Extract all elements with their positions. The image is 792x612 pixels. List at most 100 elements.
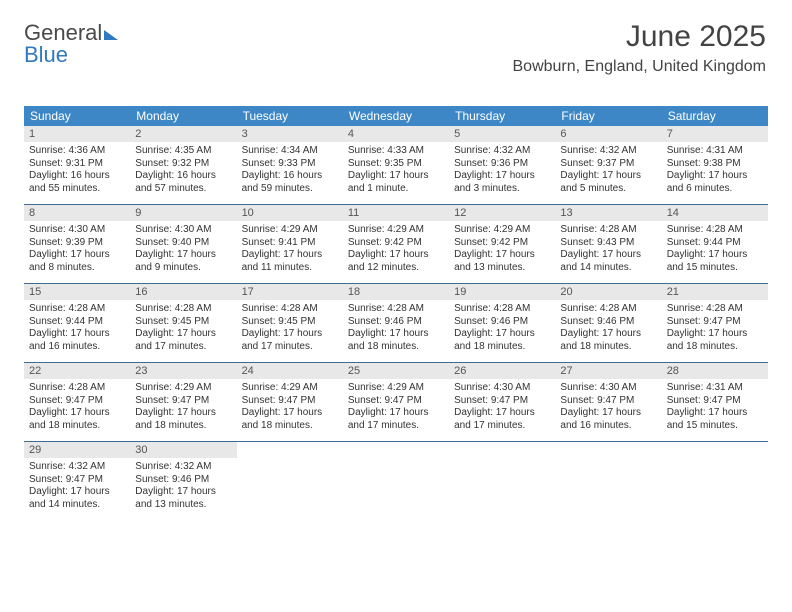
day-number: 6 bbox=[555, 126, 661, 142]
month-title: June 2025 bbox=[513, 20, 767, 54]
day-number: 8 bbox=[24, 205, 130, 221]
day-body: Sunrise: 4:34 AMSunset: 9:33 PMDaylight:… bbox=[240, 145, 340, 195]
day-cell: 12 Sunrise: 4:29 AMSunset: 9:42 PMDayligh… bbox=[449, 205, 555, 283]
day-number: 23 bbox=[130, 363, 236, 379]
day-cell: .. bbox=[449, 442, 555, 520]
title-block: June 2025 Bowburn, England, United Kingd… bbox=[513, 20, 767, 76]
dow-cell: Friday bbox=[555, 106, 661, 126]
day-cell: 23 Sunrise: 4:29 AMSunset: 9:47 PMDayligh… bbox=[130, 363, 236, 441]
day-number: 21 bbox=[662, 284, 768, 300]
day-number: 10 bbox=[237, 205, 343, 221]
day-cell: 4 Sunrise: 4:33 AMSunset: 9:35 PMDaylight… bbox=[343, 126, 449, 204]
day-body: Sunrise: 4:30 AMSunset: 9:47 PMDaylight:… bbox=[558, 382, 658, 432]
day-number: 28 bbox=[662, 363, 768, 379]
day-number: 9 bbox=[130, 205, 236, 221]
day-body: Sunrise: 4:30 AMSunset: 9:39 PMDaylight:… bbox=[27, 224, 127, 274]
day-number: 7 bbox=[662, 126, 768, 142]
day-number: 2 bbox=[130, 126, 236, 142]
day-body: Sunrise: 4:29 AMSunset: 9:42 PMDaylight:… bbox=[346, 224, 446, 274]
day-cell: 15 Sunrise: 4:28 AMSunset: 9:44 PMDayligh… bbox=[24, 284, 130, 362]
day-body: Sunrise: 4:28 AMSunset: 9:47 PMDaylight:… bbox=[665, 303, 765, 353]
day-number: 24 bbox=[237, 363, 343, 379]
day-body: Sunrise: 4:31 AMSunset: 9:47 PMDaylight:… bbox=[665, 382, 765, 432]
day-body: Sunrise: 4:28 AMSunset: 9:46 PMDaylight:… bbox=[346, 303, 446, 353]
day-body: Sunrise: 4:28 AMSunset: 9:46 PMDaylight:… bbox=[558, 303, 658, 353]
dow-cell: Saturday bbox=[662, 106, 768, 126]
day-cell: 8 Sunrise: 4:30 AMSunset: 9:39 PMDaylight… bbox=[24, 205, 130, 283]
day-cell: 17 Sunrise: 4:28 AMSunset: 9:45 PMDayligh… bbox=[237, 284, 343, 362]
day-cell: .. bbox=[555, 442, 661, 520]
day-number: 13 bbox=[555, 205, 661, 221]
day-cell: 16 Sunrise: 4:28 AMSunset: 9:45 PMDayligh… bbox=[130, 284, 236, 362]
day-number: 3 bbox=[237, 126, 343, 142]
day-body: Sunrise: 4:29 AMSunset: 9:41 PMDaylight:… bbox=[240, 224, 340, 274]
day-cell: 28 Sunrise: 4:31 AMSunset: 9:47 PMDayligh… bbox=[662, 363, 768, 441]
day-cell: 30 Sunrise: 4:32 AMSunset: 9:46 PMDayligh… bbox=[130, 442, 236, 520]
day-cell: 11 Sunrise: 4:29 AMSunset: 9:42 PMDayligh… bbox=[343, 205, 449, 283]
week-row: 29 Sunrise: 4:32 AMSunset: 9:47 PMDayligh… bbox=[24, 442, 768, 520]
day-number: 4 bbox=[343, 126, 449, 142]
day-number: 18 bbox=[343, 284, 449, 300]
day-body: Sunrise: 4:29 AMSunset: 9:47 PMDaylight:… bbox=[133, 382, 233, 432]
day-body: Sunrise: 4:32 AMSunset: 9:36 PMDaylight:… bbox=[452, 145, 552, 195]
day-number: 29 bbox=[24, 442, 130, 458]
day-cell: 27Sunrise: 4:30 AMSunset: 9:47 PMDayligh… bbox=[555, 363, 661, 441]
day-cell: 21 Sunrise: 4:28 AMSunset: 9:47 PMDayligh… bbox=[662, 284, 768, 362]
day-number: 22 bbox=[24, 363, 130, 379]
day-cell: 6 Sunrise: 4:32 AMSunset: 9:37 PMDaylight… bbox=[555, 126, 661, 204]
logo-triangle-icon bbox=[104, 30, 118, 40]
dow-cell: Wednesday bbox=[343, 106, 449, 126]
day-number: 15 bbox=[24, 284, 130, 300]
week-row: 8 Sunrise: 4:30 AMSunset: 9:39 PMDaylight… bbox=[24, 205, 768, 284]
day-number: 19 bbox=[449, 284, 555, 300]
day-body: Sunrise: 4:32 AMSunset: 9:46 PMDaylight:… bbox=[133, 461, 233, 511]
day-cell: 10 Sunrise: 4:29 AMSunset: 9:41 PMDayligh… bbox=[237, 205, 343, 283]
day-cell: .. bbox=[662, 442, 768, 520]
week-row: 15 Sunrise: 4:28 AMSunset: 9:44 PMDayligh… bbox=[24, 284, 768, 363]
day-cell: 3 Sunrise: 4:34 AMSunset: 9:33 PMDaylight… bbox=[237, 126, 343, 204]
day-body: Sunrise: 4:33 AMSunset: 9:35 PMDaylight:… bbox=[346, 145, 446, 195]
day-cell: 24 Sunrise: 4:29 AMSunset: 9:47 PMDayligh… bbox=[237, 363, 343, 441]
day-cell: 29 Sunrise: 4:32 AMSunset: 9:47 PMDayligh… bbox=[24, 442, 130, 520]
day-number: 16 bbox=[130, 284, 236, 300]
day-cell: .. bbox=[237, 442, 343, 520]
dow-cell: Sunday bbox=[24, 106, 130, 126]
week-row: 1Sunrise: 4:36 AMSunset: 9:31 PMDaylight… bbox=[24, 126, 768, 205]
dow-cell: Thursday bbox=[449, 106, 555, 126]
day-number: 14 bbox=[662, 205, 768, 221]
day-cell: 26 Sunrise: 4:30 AMSunset: 9:47 PMDayligh… bbox=[449, 363, 555, 441]
week-row: 22Sunrise: 4:28 AMSunset: 9:47 PMDayligh… bbox=[24, 363, 768, 442]
day-number: 12 bbox=[449, 205, 555, 221]
day-number: 17 bbox=[237, 284, 343, 300]
location-subtitle: Bowburn, England, United Kingdom bbox=[513, 58, 767, 76]
day-body: Sunrise: 4:28 AMSunset: 9:43 PMDaylight:… bbox=[558, 224, 658, 274]
day-cell: 20Sunrise: 4:28 AMSunset: 9:46 PMDayligh… bbox=[555, 284, 661, 362]
day-body: Sunrise: 4:28 AMSunset: 9:45 PMDaylight:… bbox=[240, 303, 340, 353]
day-number: 30 bbox=[130, 442, 236, 458]
day-body: Sunrise: 4:32 AMSunset: 9:37 PMDaylight:… bbox=[558, 145, 658, 195]
day-body: Sunrise: 4:28 AMSunset: 9:44 PMDaylight:… bbox=[27, 303, 127, 353]
day-body: Sunrise: 4:29 AMSunset: 9:47 PMDaylight:… bbox=[240, 382, 340, 432]
day-cell: 5Sunrise: 4:32 AMSunset: 9:36 PMDaylight… bbox=[449, 126, 555, 204]
dow-cell: Tuesday bbox=[237, 106, 343, 126]
day-cell: 2 Sunrise: 4:35 AMSunset: 9:32 PMDaylight… bbox=[130, 126, 236, 204]
day-number: 11 bbox=[343, 205, 449, 221]
day-body: Sunrise: 4:32 AMSunset: 9:47 PMDaylight:… bbox=[27, 461, 127, 511]
day-cell: 1Sunrise: 4:36 AMSunset: 9:31 PMDaylight… bbox=[24, 126, 130, 204]
dow-cell: Monday bbox=[130, 106, 236, 126]
day-body: Sunrise: 4:30 AMSunset: 9:47 PMDaylight:… bbox=[452, 382, 552, 432]
day-number: 26 bbox=[449, 363, 555, 379]
calendar: SundayMondayTuesdayWednesdayThursdayFrid… bbox=[24, 106, 768, 520]
day-body: Sunrise: 4:28 AMSunset: 9:45 PMDaylight:… bbox=[133, 303, 233, 353]
day-body: Sunrise: 4:29 AMSunset: 9:42 PMDaylight:… bbox=[452, 224, 552, 274]
day-cell: 9 Sunrise: 4:30 AMSunset: 9:40 PMDaylight… bbox=[130, 205, 236, 283]
day-cell: 25Sunrise: 4:29 AMSunset: 9:47 PMDayligh… bbox=[343, 363, 449, 441]
day-body: Sunrise: 4:29 AMSunset: 9:47 PMDaylight:… bbox=[346, 382, 446, 432]
day-body: Sunrise: 4:35 AMSunset: 9:32 PMDaylight:… bbox=[133, 145, 233, 195]
day-cell: 14Sunrise: 4:28 AMSunset: 9:44 PMDayligh… bbox=[662, 205, 768, 283]
day-cell: 18 Sunrise: 4:28 AMSunset: 9:46 PMDayligh… bbox=[343, 284, 449, 362]
day-of-week-header: SundayMondayTuesdayWednesdayThursdayFrid… bbox=[24, 106, 768, 126]
day-body: Sunrise: 4:30 AMSunset: 9:40 PMDaylight:… bbox=[133, 224, 233, 274]
logo: General Blue bbox=[24, 22, 118, 66]
logo-text-blue: Blue bbox=[24, 42, 68, 67]
